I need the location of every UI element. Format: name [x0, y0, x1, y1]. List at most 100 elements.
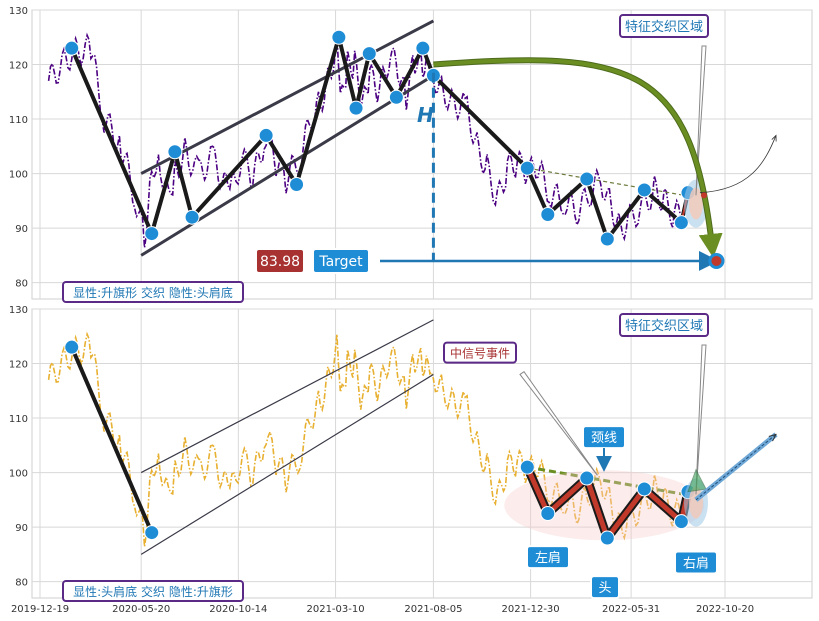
pivot-point	[519, 160, 535, 176]
target-point-inner	[711, 255, 722, 266]
y-tick-label: 90	[15, 224, 28, 235]
pivot-point	[289, 176, 305, 192]
pivot-point	[673, 215, 689, 231]
pivot-point	[636, 182, 652, 198]
breakout-arrow	[695, 434, 776, 501]
feature-zone-label-box	[619, 14, 709, 38]
pivot-point	[519, 459, 535, 475]
feature-zone-label-text: 特征交织区域	[625, 318, 703, 334]
right-shoulder-label: 右肩	[674, 550, 718, 575]
pattern-legend-text: 显性:头肩底 交织 隐性:升旗形	[73, 584, 233, 599]
feature-zone-label: 特征交织区域	[619, 313, 709, 337]
x-tick-label: 2020-05-20	[112, 604, 170, 615]
pivot-point	[540, 206, 556, 222]
hs-zone-fill	[504, 470, 705, 541]
flag-upper-line	[140, 19, 435, 175]
left-shoulder-label: 左肩	[526, 545, 570, 570]
signal-event-pointer	[519, 371, 598, 476]
pivot-point	[415, 40, 431, 56]
feature-zone-label-box	[619, 313, 709, 337]
x-tick-label: 2019-12-19	[11, 604, 69, 615]
feature-zone-pointer	[695, 45, 707, 196]
right-shoulder-label-text: 右肩	[683, 556, 709, 572]
target-value-badge-text: 83.98	[260, 254, 300, 270]
pattern-legend-text: 显性:升旗形 交织 隐性:头肩底	[73, 285, 233, 300]
breakout-arrow	[699, 135, 776, 194]
signal-event-label: 中信号事件	[443, 341, 517, 364]
pivot-point	[348, 100, 364, 116]
signal-event-label-box	[443, 341, 517, 364]
projection-arc	[433, 58, 723, 258]
x-tick-label: 2022-05-31	[602, 604, 660, 615]
pivot-point	[361, 46, 377, 62]
left-shoulder-label-text: 左肩	[535, 550, 561, 566]
x-axis: 2019-12-19 2020-05-20 2020-10-14 2021-03-10…	[11, 604, 754, 615]
feature-zone-pointer	[695, 344, 707, 495]
signal-event-label-text: 中信号事件	[450, 346, 510, 361]
pivot-point	[167, 144, 183, 160]
y-tick-label: 110	[9, 115, 28, 126]
y-tick-label: 80	[15, 578, 28, 589]
pivot-point	[331, 29, 347, 45]
pattern-legend: 显性:升旗形 交织 隐性:头肩底	[62, 281, 244, 303]
y-tick-label: 130	[9, 305, 28, 316]
head-label-box	[590, 575, 620, 600]
zone-dot	[700, 192, 707, 199]
neckline-label: 颈线	[582, 425, 626, 450]
measure-label: H	[417, 103, 434, 127]
pivot-point	[184, 209, 200, 225]
pivot-point	[599, 530, 615, 546]
price-line	[47, 331, 694, 547]
pivot-point	[144, 226, 160, 242]
y-tick-label: 130	[9, 6, 28, 17]
head-label: 头	[590, 575, 620, 600]
y-tick-label: 120	[9, 360, 28, 371]
pivot-point	[673, 514, 689, 530]
flag-upper-line	[140, 319, 434, 474]
right-shoulder-label-box	[674, 550, 718, 575]
pivot-point	[579, 470, 595, 486]
target-label-badge-text: Target	[318, 254, 363, 270]
x-tick-label: 2021-03-10	[306, 604, 364, 615]
y-tick-label: 100	[9, 469, 28, 480]
target-label-badge-box	[312, 247, 370, 274]
flag-lower-line	[140, 74, 435, 257]
pivot-point	[64, 339, 80, 355]
y-tick-label: 100	[9, 170, 28, 181]
neckline	[527, 465, 685, 496]
neckline-label-text: 颈线	[591, 431, 617, 446]
pattern-legend-box	[62, 580, 244, 602]
pivot-point	[64, 40, 80, 56]
left-shoulder-label-box	[526, 545, 570, 570]
x-tick-label: 2021-12-30	[502, 604, 560, 615]
target-value-badge: 83.98	[255, 247, 305, 274]
y-tick-label: 110	[9, 414, 28, 425]
pivot-point	[388, 89, 404, 105]
x-tick-label: 2020-10-14	[209, 604, 267, 615]
feature-zone-label: 特征交织区域	[619, 14, 709, 38]
pivot-point	[144, 525, 160, 541]
breakout-triangle	[687, 468, 707, 493]
flag-lower-line	[140, 373, 434, 555]
target-value-badge-box	[255, 247, 305, 274]
feature-zone-label-text: 特征交织区域	[625, 19, 703, 35]
price-line	[47, 32, 694, 248]
pivot-point	[636, 481, 652, 497]
x-tick-label: 2021-08-05	[404, 604, 462, 615]
pivot-point	[579, 171, 595, 187]
y-tick-label: 120	[9, 61, 28, 72]
y-tick-label: 90	[15, 523, 28, 534]
pivot-point	[258, 127, 274, 143]
head-label-text: 头	[598, 581, 611, 596]
pivot-path-left	[69, 346, 154, 534]
pattern-legend-box	[62, 281, 244, 303]
target-label-badge: Target	[312, 247, 370, 274]
pivot-point	[599, 231, 615, 247]
y-tick-label: 80	[15, 279, 28, 290]
neckline	[527, 167, 685, 196]
pattern-legend: 显性:头肩底 交织 隐性:升旗形	[62, 580, 244, 602]
pivot-point	[540, 505, 556, 521]
